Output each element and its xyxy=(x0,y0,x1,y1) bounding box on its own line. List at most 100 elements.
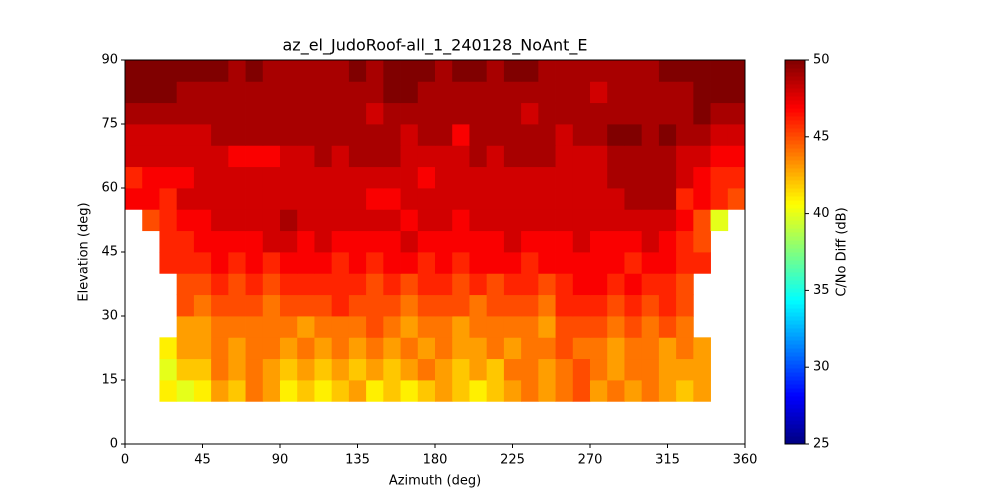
heatmap-cell xyxy=(435,337,453,360)
heatmap-cell xyxy=(331,252,350,274)
heatmap-cell xyxy=(435,316,453,338)
heatmap-cell xyxy=(710,124,729,146)
heatmap-cell xyxy=(280,358,298,381)
heatmap-cell xyxy=(211,316,229,338)
heatmap-cell xyxy=(228,145,246,168)
heatmap-cell xyxy=(228,209,246,232)
heatmap-cell xyxy=(590,294,608,317)
heatmap-cell xyxy=(658,145,677,168)
heatmap-cell xyxy=(400,316,419,338)
colorbar-swatch xyxy=(785,248,805,253)
heatmap-cell xyxy=(641,81,660,104)
colorbar-swatch xyxy=(785,344,805,349)
heatmap-cell xyxy=(555,124,574,146)
colorbar-swatch xyxy=(785,372,805,377)
heatmap-cell xyxy=(297,209,315,232)
heatmap-cell xyxy=(348,188,367,210)
heatmap-cell xyxy=(658,273,677,296)
heatmap-cell xyxy=(176,81,195,104)
heatmap-cell xyxy=(142,145,160,168)
heatmap-cell xyxy=(228,316,246,338)
heatmap-cell xyxy=(262,60,281,82)
heatmap-cell xyxy=(400,273,419,296)
heatmap-cell xyxy=(624,102,643,125)
heatmap-cell xyxy=(297,294,315,317)
heatmap-cell xyxy=(521,358,539,381)
heatmap-cell xyxy=(435,358,453,381)
colorbar-swatch xyxy=(785,332,805,337)
heatmap-cell xyxy=(607,273,625,296)
heatmap-cell xyxy=(331,102,350,125)
heatmap-cell xyxy=(521,294,539,317)
colorbar-tick-label: 35 xyxy=(813,283,830,298)
heatmap-cell xyxy=(624,380,643,402)
colorbar-swatch xyxy=(785,392,805,397)
heatmap-cell xyxy=(538,60,556,82)
heatmap-cell xyxy=(590,60,608,82)
heatmap-cell xyxy=(314,102,333,125)
heatmap-cell xyxy=(486,380,505,402)
heatmap-cell xyxy=(727,102,746,125)
heatmap-cell xyxy=(641,60,660,82)
heatmap-cell xyxy=(590,380,608,402)
colorbar-swatch xyxy=(785,128,805,133)
colorbar-swatch xyxy=(785,288,805,293)
colorbar-swatch xyxy=(785,304,805,309)
heatmap-cell xyxy=(452,230,470,253)
heatmap-cell xyxy=(331,380,350,402)
colorbar-swatch xyxy=(785,188,805,193)
heatmap-cell xyxy=(641,252,660,274)
colorbar-swatch xyxy=(785,152,805,157)
heatmap-cell xyxy=(176,294,195,317)
heatmap-cell xyxy=(159,166,178,189)
heatmap-cell xyxy=(521,230,539,253)
heatmap-cell xyxy=(142,102,160,125)
heatmap-cell xyxy=(331,209,350,232)
heatmap-cell xyxy=(193,230,212,253)
heatmap-cell xyxy=(297,273,315,296)
heatmap-cell xyxy=(469,316,488,338)
heatmap-cell xyxy=(503,316,522,338)
colorbar-tick-label: 30 xyxy=(813,360,830,375)
colorbar-swatch xyxy=(785,112,805,117)
heatmap-cell xyxy=(486,337,505,360)
heatmap-cell xyxy=(366,273,384,296)
colorbar-swatch xyxy=(785,236,805,241)
heatmap-cell xyxy=(676,60,694,82)
heatmap-cell xyxy=(486,81,505,104)
heatmap-cell xyxy=(193,124,212,146)
heatmap-cell xyxy=(262,252,281,274)
heatmap-cell xyxy=(503,124,522,146)
heatmap-cell xyxy=(658,380,677,402)
heatmap-cell xyxy=(348,230,367,253)
heatmap-cell xyxy=(641,188,660,210)
heatmap-cell xyxy=(624,188,643,210)
heatmap-cell xyxy=(366,358,384,381)
heatmap-cell xyxy=(658,188,677,210)
heatmap-cell xyxy=(142,81,160,104)
heatmap-cell xyxy=(400,124,419,146)
colorbar-swatch xyxy=(785,400,805,405)
heatmap-cell xyxy=(538,81,556,104)
y-tick-label: 75 xyxy=(101,117,118,132)
colorbar-swatch xyxy=(785,376,805,381)
heatmap-cell xyxy=(280,81,298,104)
heatmap-cell xyxy=(607,145,625,168)
heatmap-cell xyxy=(262,145,281,168)
colorbar-swatch xyxy=(785,220,805,225)
heatmap-cell xyxy=(658,102,677,125)
heatmap-cell xyxy=(417,358,436,381)
heatmap-cell xyxy=(538,337,556,360)
heatmap-cell xyxy=(228,337,246,360)
colorbar-swatch xyxy=(785,436,805,441)
heatmap-cell xyxy=(469,209,488,232)
heatmap-cell xyxy=(693,380,711,402)
y-tick-label: 90 xyxy=(101,53,118,68)
heatmap-cell xyxy=(555,209,574,232)
heatmap-cell xyxy=(641,337,660,360)
colorbar-swatch xyxy=(785,72,805,77)
heatmap-cell xyxy=(366,337,384,360)
heatmap-cell xyxy=(400,380,419,402)
heatmap-cell xyxy=(572,294,591,317)
heatmap-cell xyxy=(417,145,436,168)
